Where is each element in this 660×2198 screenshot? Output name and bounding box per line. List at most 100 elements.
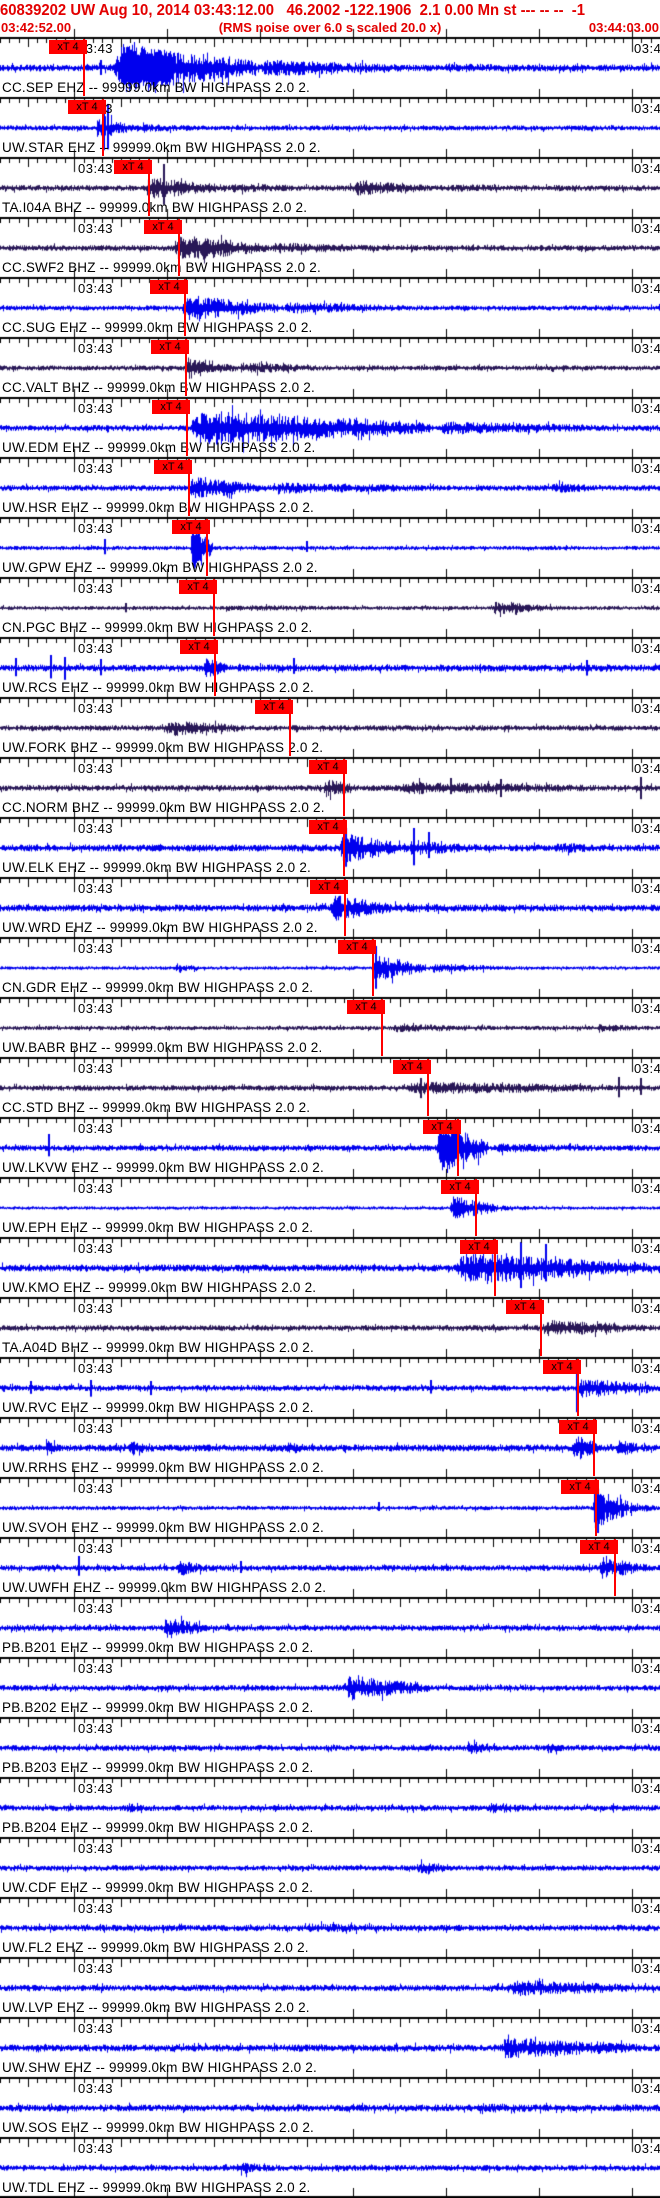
trace-row-UW-EPH-EHZ[interactable]: 03:43 03:4 UW.EPH EHZ -- 99999.0km BW HIGH… — [0, 1177, 660, 1237]
phase-pick-line[interactable] — [457, 1119, 459, 1176]
phase-pick-line[interactable] — [343, 819, 345, 876]
trace-row-CC-SWF2-BHZ[interactable]: 03:43 03:4 CC.SWF2 BHZ -- 99999.0km BW HIG… — [0, 217, 660, 277]
trace-row-CC-VALT-BHZ[interactable]: 03:43 03:4 CC.VALT BHZ -- 99999.0km BW HIG… — [0, 337, 660, 397]
phase-pick-line[interactable] — [148, 159, 150, 216]
trace-row-UW-LVP-EHZ[interactable]: 03:43 03:4 UW.LVP EHZ -- 99999.0km BW HIGH… — [0, 1957, 660, 2017]
trace-row-UW-TDL-EHZ[interactable]: 03:43 03:4 UW.TDL EHZ -- 99999.0km BW HIGH… — [0, 2137, 660, 2197]
phase-pick-line[interactable] — [475, 1179, 477, 1236]
phase-pick-flag[interactable]: xT 4 — [338, 940, 376, 954]
row-right-time-label: 03:4 — [634, 1961, 660, 1976]
phase-pick-line[interactable] — [186, 399, 188, 456]
trace-row-CC-SUG-EHZ[interactable]: 03:43 03:4 CC.SUG EHZ -- 99999.0km BW HIGH… — [0, 277, 660, 337]
phase-pick-line[interactable] — [344, 879, 346, 936]
phase-pick-flag[interactable]: xT 4 — [255, 700, 293, 714]
phase-pick-line[interactable] — [381, 999, 383, 1056]
phase-pick-flag[interactable]: xT 4 — [423, 1120, 461, 1134]
row-right-time-label: 03:4 — [634, 2141, 660, 2156]
trace-row-PB-B203-EHZ[interactable]: 03:43 03:4 PB.B203 EHZ -- 99999.0km BW HIG… — [0, 1717, 660, 1777]
trace-row-UW-BABR-BHZ[interactable]: 03:43 03:4 UW.BABR BHZ -- 99999.0km BW HIG… — [0, 997, 660, 1057]
phase-pick-flag[interactable]: xT 4 — [543, 1360, 581, 1374]
trace-row-UW-SHW-EHZ[interactable]: 03:43 03:4 UW.SHW EHZ -- 99999.0km BW HIGH… — [0, 2017, 660, 2077]
station-channel-label: UW.TDL EHZ -- 99999.0km BW HIGHPASS 2.0 … — [2, 2180, 311, 2195]
phase-pick-flag[interactable]: xT 4 — [506, 1300, 544, 1314]
phase-pick-line[interactable] — [188, 459, 190, 516]
trace-row-CC-NORM-BHZ[interactable]: 03:43 03:4 CC.NORM BHZ -- 99999.0km BW HIG… — [0, 757, 660, 817]
phase-pick-line[interactable] — [185, 339, 187, 396]
phase-pick-flag[interactable]: xT 4 — [347, 1000, 385, 1014]
phase-pick-flag[interactable]: xT 4 — [49, 40, 87, 54]
trace-row-CN-GDR-EHZ[interactable]: 03:43 03:4 CN.GDR EHZ -- 99999.0km BW HIGH… — [0, 937, 660, 997]
phase-pick-flag[interactable]: xT 4 — [150, 280, 188, 294]
trace-row-UW-RVC-EHZ[interactable]: 03:43 03:4 UW.RVC EHZ -- 99999.0km BW HIGH… — [0, 1357, 660, 1417]
phase-pick-line[interactable] — [206, 519, 208, 576]
phase-pick-flag[interactable]: xT 4 — [580, 1540, 618, 1554]
trace-row-UW-CDF-EHZ[interactable]: 03:43 03:4 UW.CDF EHZ -- 99999.0km BW HIGH… — [0, 1837, 660, 1897]
trace-row-UW-FL2-EHZ[interactable]: 03:43 03:4 UW.FL2 EHZ -- 99999.0km BW HIGH… — [0, 1897, 660, 1957]
phase-pick-line[interactable] — [213, 579, 215, 636]
trace-row-UW-FORK-BHZ[interactable]: 03:43 03:4 UW.FORK BHZ -- 99999.0km BW HIG… — [0, 697, 660, 757]
phase-pick-flag[interactable]: xT 4 — [460, 1240, 498, 1254]
phase-pick-flag[interactable]: xT 4 — [393, 1060, 431, 1074]
row-right-time-label: 03:4 — [634, 461, 660, 476]
row-right-time-label: 03:4 — [634, 1661, 660, 1676]
trace-row-UW-RRHS-EHZ[interactable]: 03:43 03:4 UW.RRHS EHZ -- 99999.0km BW HIG… — [0, 1417, 660, 1477]
phase-pick-line[interactable] — [343, 759, 345, 816]
trace-row-UW-ELK-EHZ[interactable]: 03:43 03:4 UW.ELK EHZ -- 99999.0km BW HIGH… — [0, 817, 660, 877]
phase-pick-line[interactable] — [102, 99, 104, 156]
row-left-time-label: 03:43 — [78, 701, 114, 716]
phase-pick-flag[interactable]: xT 4 — [309, 760, 347, 774]
phase-pick-line[interactable] — [595, 1479, 597, 1536]
phase-pick-flag[interactable]: xT 4 — [172, 520, 210, 534]
trace-row-PB-B202-EHZ[interactable]: 03:43 03:4 PB.B202 EHZ -- 99999.0km BW HIG… — [0, 1657, 660, 1717]
phase-pick-line[interactable] — [494, 1239, 496, 1296]
trace-row-CC-STD-BHZ[interactable]: 03:43 03:4 CC.STD BHZ -- 99999.0km BW HIGH… — [0, 1057, 660, 1117]
phase-pick-line[interactable] — [83, 39, 85, 96]
phase-pick-flag[interactable]: xT 4 — [180, 640, 218, 654]
phase-pick-line[interactable] — [577, 1359, 579, 1416]
trace-row-TA-A04D-BHZ[interactable]: 03:43 03:4 TA.A04D BHZ -- 99999.0km BW HIG… — [0, 1297, 660, 1357]
phase-pick-line[interactable] — [184, 279, 186, 336]
trace-row-PB-B204-EHZ[interactable]: 03:43 03:4 PB.B204 EHZ -- 99999.0km BW HIG… — [0, 1777, 660, 1837]
trace-row-CC-SEP-EHZ[interactable]: 03:43 03:4 CC.SEP EHZ -- 99999.0km BW HIGH… — [0, 37, 660, 97]
trace-row-TA-I04A-BHZ[interactable]: 03:43 03:4 TA.I04A BHZ -- 99999.0km BW HIG… — [0, 157, 660, 217]
row-right-time-label: 03:4 — [634, 1421, 660, 1436]
phase-pick-line[interactable] — [289, 699, 291, 756]
trace-row-UW-SVOH-EHZ[interactable]: 03:43 03:4 UW.SVOH EHZ -- 99999.0km BW HIG… — [0, 1477, 660, 1537]
phase-pick-flag[interactable]: xT 4 — [559, 1420, 597, 1434]
trace-row-UW-SOS-EHZ[interactable]: 03:43 03:4 UW.SOS EHZ -- 99999.0km BW HIGH… — [0, 2077, 660, 2137]
phase-pick-line[interactable] — [540, 1299, 542, 1356]
phase-pick-flag[interactable]: xT 4 — [179, 580, 217, 594]
trace-row-UW-WRD-EHZ[interactable]: 03:43 03:4 UW.WRD EHZ -- 99999.0km BW HIGH… — [0, 877, 660, 937]
phase-pick-line[interactable] — [372, 939, 374, 996]
phase-pick-flag[interactable]: xT 4 — [68, 100, 106, 114]
phase-pick-flag[interactable]: xT 4 — [310, 880, 348, 894]
phase-pick-flag[interactable]: xT 4 — [152, 400, 190, 414]
phase-pick-line[interactable] — [178, 219, 180, 276]
row-left-time-label: 03:43 — [78, 2021, 114, 2036]
trace-row-UW-RCS-EHZ[interactable]: 03:43 03:4 UW.RCS EHZ -- 99999.0km BW HIGH… — [0, 637, 660, 697]
trace-row-UW-UWFH-EHZ[interactable]: 03:43 03:4 UW.UWFH EHZ -- 99999.0km BW HIG… — [0, 1537, 660, 1597]
time-window-header: 03:42:52.00 (RMS noise over 6.0 s scaled… — [0, 20, 660, 36]
row-left-time-label: 03:43 — [78, 1541, 114, 1556]
phase-pick-line[interactable] — [593, 1419, 595, 1476]
phase-pick-flag[interactable]: xT 4 — [151, 340, 189, 354]
phase-pick-flag[interactable]: xT 4 — [561, 1480, 599, 1494]
phase-pick-flag[interactable]: xT 4 — [154, 460, 192, 474]
phase-pick-line[interactable] — [427, 1059, 429, 1116]
phase-pick-line[interactable] — [614, 1539, 616, 1596]
trace-row-PB-B201-EHZ[interactable]: 03:43 03:4 PB.B201 EHZ -- 99999.0km BW HIG… — [0, 1597, 660, 1657]
trace-row-UW-EDM-EHZ[interactable]: 03:43 03:4 UW.EDM EHZ -- 99999.0km BW HIGH… — [0, 397, 660, 457]
trace-row-UW-HSR-EHZ[interactable]: 03:43 03:4 UW.HSR EHZ -- 99999.0km BW HIGH… — [0, 457, 660, 517]
station-channel-label: UW.FL2 EHZ -- 99999.0km BW HIGHPASS 2.0 … — [2, 1940, 309, 1955]
trace-row-UW-GPW-EHZ[interactable]: 03:43 03:4 UW.GPW EHZ -- 99999.0km BW HIGH… — [0, 517, 660, 577]
trace-row-CN-PGC-BHZ[interactable]: 03:43 03:4 CN.PGC BHZ -- 99999.0km BW HIGH… — [0, 577, 660, 637]
phase-pick-flag[interactable]: xT 4 — [441, 1180, 479, 1194]
trace-row-UW-KMO-EHZ[interactable]: 03:43 03:4 UW.KMO EHZ -- 99999.0km BW HIGH… — [0, 1237, 660, 1297]
phase-pick-flag[interactable]: xT 4 — [114, 160, 152, 174]
phase-pick-flag[interactable]: xT 4 — [144, 220, 182, 234]
phase-pick-line[interactable] — [214, 639, 216, 696]
phase-pick-flag[interactable]: xT 4 — [309, 820, 347, 834]
trace-row-UW-LKVW-EHZ[interactable]: 03:43 03:4 UW.LKVW EHZ -- 99999.0km BW HIG… — [0, 1117, 660, 1177]
